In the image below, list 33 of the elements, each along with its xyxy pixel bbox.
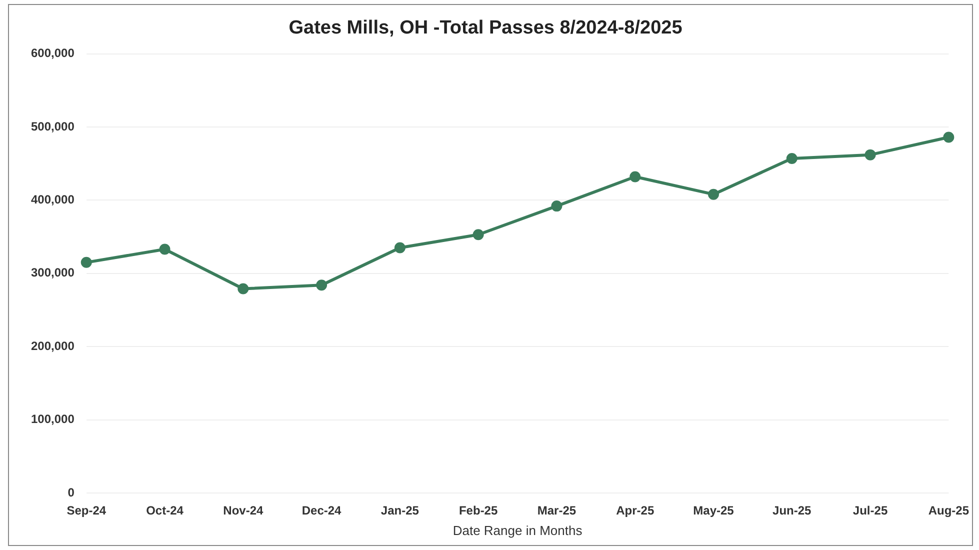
y-tick-label: 200,000 <box>30 338 75 353</box>
point <box>238 283 249 294</box>
point <box>786 152 798 164</box>
x-tick-label: Sep-24 <box>66 504 106 518</box>
x-tick-label: Mar-25 <box>537 504 576 518</box>
x-tick-label: Jan-25 <box>380 504 420 518</box>
point <box>708 188 719 200</box>
y-tick-label: 300,000 <box>30 266 75 280</box>
point <box>630 171 641 182</box>
x-tick-label: Apr-25 <box>616 504 654 518</box>
point <box>394 242 406 254</box>
chart-title: Gates Mills, OH -Total Passes 8/2024-8/2025 <box>288 18 683 39</box>
point <box>159 244 170 255</box>
x-tick-label: May-25 <box>693 504 734 518</box>
x-tick-label: Oct-24 <box>146 504 184 518</box>
x-tick-label: Jul-25 <box>852 504 888 518</box>
x-tick-label: Jun-25 <box>772 504 812 518</box>
point <box>864 149 876 160</box>
point <box>316 280 328 291</box>
x-tick-label: Nov-24 <box>223 504 264 518</box>
x-tick-label: Aug-25 <box>928 504 970 518</box>
y-tick-label: 0 <box>68 485 75 500</box>
point <box>472 229 484 240</box>
point <box>943 132 954 143</box>
x-tick-label: Feb-25 <box>458 504 498 518</box>
y-tick-label: 100,000 <box>30 412 75 426</box>
y-tick-label: 400,000 <box>30 192 75 207</box>
y-tick-label: 600,000 <box>30 46 75 60</box>
point <box>551 200 562 212</box>
x-tick-label: Dec-24 <box>302 504 342 518</box>
y-tick-label: 500,000 <box>30 119 75 134</box>
point <box>80 256 92 268</box>
x-axis-title: Date Range in Months <box>452 522 583 538</box>
